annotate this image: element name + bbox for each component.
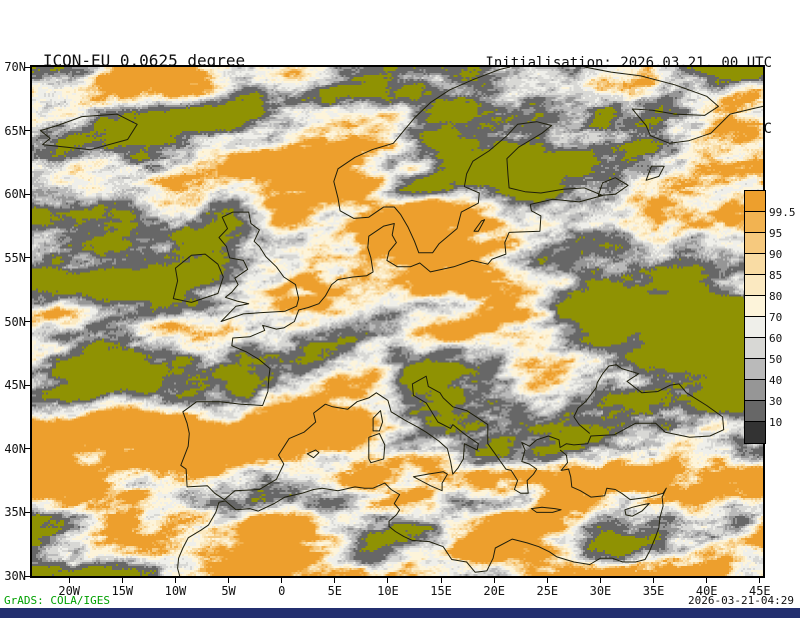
lat-tick-mark [25, 257, 30, 259]
legend-color-segment [745, 296, 765, 317]
legend-boundary-label: 80 [769, 290, 783, 303]
legend-boundary-label: 50 [769, 353, 783, 366]
legend-boundary-label: 40 [769, 374, 783, 387]
lat-tick-label: 60N [4, 187, 26, 202]
lat-tick-label: 35N [4, 505, 26, 520]
lon-tick-mark [281, 578, 283, 583]
lat-tick-label: 65N [4, 123, 26, 138]
legend-boundary-label: 95 [769, 227, 783, 240]
legend-boundary-label: 70 [769, 311, 783, 324]
legend-color-segment [745, 254, 765, 275]
legend-color-segment [745, 233, 765, 254]
lon-tick-label: 5E [327, 584, 343, 598]
lat-tick-label: 45N [4, 378, 26, 393]
lat-tick-mark [25, 384, 30, 386]
lat-tick-mark [25, 448, 30, 450]
legend-boundary-label: 10 [769, 416, 783, 429]
legend-color-segment [745, 359, 765, 380]
lat-tick-mark [25, 130, 30, 132]
legend-boundary-label: 60 [769, 332, 783, 345]
lon-tick-mark [387, 578, 389, 583]
legend-color-segment [745, 191, 765, 212]
cloud-percent-legend [744, 190, 766, 444]
lat-tick-label: 50N [4, 314, 26, 329]
lat-tick-label: 30N [4, 569, 26, 583]
lat-tick-mark [25, 321, 30, 322]
lon-tick-label: 15E [430, 584, 452, 598]
lon-tick-label: 40E [695, 584, 718, 598]
lon-tick-label: 30E [589, 584, 612, 598]
legend-boundary-label: 30 [769, 395, 783, 408]
lon-tick-mark [440, 578, 442, 583]
bottom-bar [0, 608, 800, 618]
legend-color-segment [745, 338, 765, 359]
cloud-cover-field [32, 67, 763, 576]
lon-tick-mark [706, 578, 708, 583]
lon-tick-mark [68, 578, 70, 583]
lon-tick-mark [334, 578, 336, 583]
lon-tick-label: 15W [111, 584, 134, 598]
lon-tick-label: 25E [536, 584, 559, 598]
map-frame [30, 65, 765, 578]
lat-tick-label: 70N [4, 60, 26, 74]
lon-tick-mark [653, 578, 655, 583]
grads-credit: GrADS: COLA/IGES [4, 594, 110, 607]
lat-tick-mark [25, 575, 30, 577]
lon-tick-label: 20E [483, 584, 506, 598]
lon-tick-mark [121, 578, 123, 583]
legend-boundary-label: 85 [769, 269, 783, 282]
legend-color-segment [745, 422, 765, 443]
lon-tick-mark [599, 578, 601, 583]
lat-tick-mark [25, 193, 30, 195]
lon-tick-label: 35E [642, 584, 665, 598]
lat-tick-label: 55N [4, 250, 26, 265]
lon-tick-mark [493, 578, 495, 583]
lon-tick-label: 5W [221, 584, 236, 598]
lon-tick-label: 10W [164, 584, 187, 598]
lon-tick-label: 10E [377, 584, 399, 598]
lat-tick-mark [25, 511, 30, 513]
legend-color-segment [745, 317, 765, 338]
legend-color-segment [745, 212, 765, 233]
legend-color-segment [745, 275, 765, 296]
coastline-path [41, 67, 764, 576]
lon-tick-mark [228, 578, 230, 583]
legend-boundary-label: 90 [769, 248, 783, 261]
lat-tick-mark [25, 66, 30, 68]
legend-color-segment [745, 380, 765, 401]
coastline-overlay [32, 67, 763, 576]
lon-tick-mark [759, 578, 761, 583]
lon-tick-label: 45E [748, 584, 771, 598]
lon-tick-label: 0 [278, 584, 286, 598]
legend-color-segment [745, 401, 765, 422]
lon-tick-mark [546, 578, 548, 583]
lat-tick-label: 40N [4, 441, 26, 456]
lon-tick-label: 20W [58, 584, 81, 598]
legend-boundary-label: 99.5 [769, 206, 796, 219]
lon-tick-mark [174, 578, 176, 583]
creation-timestamp: 2026-03-21-04:29 [688, 594, 794, 607]
